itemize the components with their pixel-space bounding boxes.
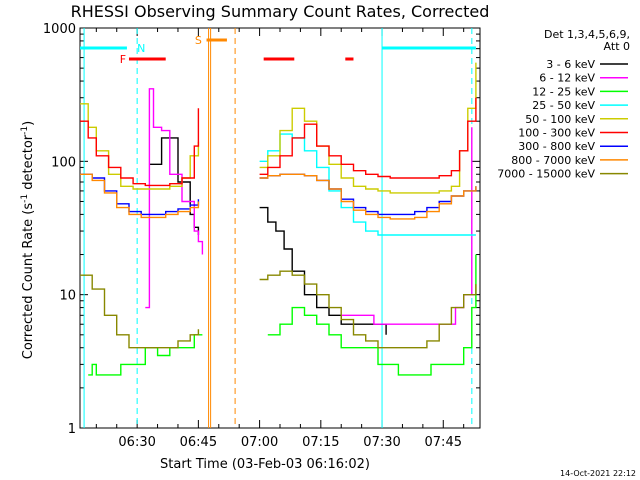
legend-entry-label: 300 - 800 keV	[518, 140, 595, 153]
series-line	[145, 88, 204, 309]
legend-entry-label: 12 - 25 keV	[532, 85, 595, 98]
series-line	[259, 173, 477, 220]
legend-header-attenuator: Att 0	[604, 40, 630, 53]
legend-entry-label: 100 - 300 keV	[518, 127, 595, 140]
x-tick-labels: 06:30 06:45 07:00 07:15 07:30 07:45	[118, 435, 462, 450]
series-line	[80, 103, 200, 190]
plot-frame	[79, 27, 481, 429]
y-tick-label: 1000	[43, 22, 76, 37]
series-line	[259, 97, 477, 179]
series-line	[149, 137, 200, 235]
legend-entry-label: 25 - 50 keV	[532, 99, 595, 112]
series-line	[341, 127, 473, 325]
x-tick-label: 07:15	[302, 435, 339, 450]
x-tick-label: 07:30	[363, 435, 400, 450]
legend-entry-label: 800 - 7000 keV	[511, 154, 595, 167]
series-layer	[80, 62, 477, 376]
legend-entry-label: 6 - 12 keV	[539, 72, 595, 85]
series-line	[259, 62, 477, 194]
series-line	[259, 270, 477, 349]
vertical-markers	[83, 28, 473, 428]
flag-label: F	[120, 53, 126, 66]
legend-entry-label: 7000 - 15000 keV	[497, 168, 595, 181]
y-tick-labels: 1 10 100 1000	[43, 22, 76, 437]
series-line	[259, 206, 387, 335]
series-line	[80, 173, 200, 219]
series-line	[259, 173, 477, 216]
y-tick-label: 10	[59, 289, 76, 304]
flag-label: N	[137, 42, 145, 55]
x-tick-label: 07:00	[241, 435, 278, 450]
x-tick-label: 06:45	[180, 435, 217, 450]
axis-ticks	[80, 28, 480, 429]
y-axis-label: Corrected Count Rate (s-1 detector-1)	[20, 121, 36, 359]
chart-title: RHESSI Observing Summary Count Rates, Co…	[71, 2, 490, 21]
series-line	[267, 254, 477, 376]
flag-bars: FN S	[80, 34, 476, 66]
series-line	[259, 133, 476, 236]
flag-label: S	[195, 34, 202, 47]
y-tick-label: 100	[51, 155, 76, 170]
legend-entry-label: 50 - 100 keV	[525, 113, 595, 126]
x-axis-label: Start Time (03-Feb-03 06:16:02)	[160, 457, 370, 472]
series-line	[88, 334, 203, 376]
legend-header-detectors: Det 1,3,4,5,6,9,	[544, 28, 630, 41]
footer-timestamp: 14-Oct-2021 22:12	[560, 469, 636, 478]
series-line	[80, 274, 200, 349]
y-tick-label: 1	[68, 422, 76, 437]
x-tick-label: 06:30	[118, 435, 155, 450]
series-line	[80, 108, 200, 187]
x-tick-label: 07:45	[425, 435, 462, 450]
legend-entry-label: 3 - 6 keV	[546, 58, 595, 71]
